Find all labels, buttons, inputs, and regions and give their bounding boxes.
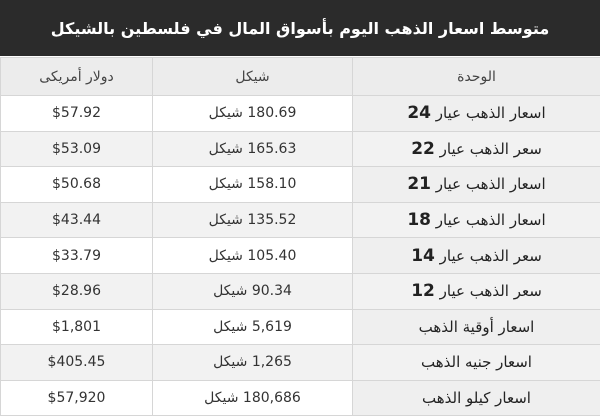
karat-value: 18 [407, 210, 431, 230]
unit-cell: سعر الذهب عيار 22 [353, 131, 600, 167]
usd-cell: $57,920 [1, 380, 153, 416]
table-row: سعر الذهب عيار 14 105.40 شيكل $33.79 [1, 238, 600, 274]
karat-value: 12 [411, 281, 435, 301]
unit-label: سعر الذهب عيار [440, 282, 542, 300]
unit-label: اسعار الذهب عيار [436, 211, 546, 229]
unit-cell: اسعار الذهب عيار 24 [353, 96, 600, 132]
table-row: سعر الذهب عيار 22 165.63 شيكل $53.09 [1, 131, 600, 167]
unit-label: سعر الذهب عيار [440, 247, 542, 265]
usd-cell: $43.44 [1, 202, 153, 238]
header-usd: دولار أمريكى [1, 58, 153, 96]
karat-value: 21 [407, 174, 431, 194]
usd-cell: $53.09 [1, 131, 153, 167]
karat-value: 24 [407, 103, 431, 123]
karat-value: 22 [411, 139, 435, 159]
unit-cell: اسعار أوقية الذهب [353, 309, 600, 345]
shekel-cell: 1,265 شيكل [153, 345, 353, 381]
table-row: اسعار جنيه الذهب 1,265 شيكل $405.45 [1, 345, 600, 381]
table-row: اسعار الذهب عيار 21 158.10 شيكل $50.68 [1, 167, 600, 203]
table-row: اسعار كيلو الذهب 180,686 شيكل $57,920 [1, 380, 600, 416]
shekel-cell: 5,619 شيكل [153, 309, 353, 345]
karat-value: 14 [411, 246, 435, 266]
usd-cell: $28.96 [1, 273, 153, 309]
table-row: اسعار الذهب عيار 24 180.69 شيكل $57.92 [1, 96, 600, 132]
usd-cell: $1,801 [1, 309, 153, 345]
usd-cell: $57.92 [1, 96, 153, 132]
shekel-cell: 180.69 شيكل [153, 96, 353, 132]
gold-prices-table: الوحدة شيكل دولار أمريكى اسعار الذهب عيا… [0, 57, 600, 416]
shekel-cell: 90.34 شيكل [153, 273, 353, 309]
table-row: اسعار الذهب عيار 18 135.52 شيكل $43.44 [1, 202, 600, 238]
unit-cell: اسعار جنيه الذهب [353, 345, 600, 381]
header-row: الوحدة شيكل دولار أمريكى [1, 58, 600, 96]
shekel-cell: 135.52 شيكل [153, 202, 353, 238]
unit-label: اسعار جنيه الذهب [421, 353, 532, 371]
shekel-cell: 180,686 شيكل [153, 380, 353, 416]
table-title: متوسط اسعار الذهب اليوم بأسواق المال في … [0, 0, 600, 57]
shekel-cell: 105.40 شيكل [153, 238, 353, 274]
unit-label: اسعار الذهب عيار [436, 175, 546, 193]
header-shekel: شيكل [153, 58, 353, 96]
unit-label: سعر الذهب عيار [440, 140, 542, 158]
header-unit: الوحدة [353, 58, 600, 96]
unit-cell: اسعار الذهب عيار 21 [353, 167, 600, 203]
usd-cell: $50.68 [1, 167, 153, 203]
shekel-cell: 158.10 شيكل [153, 167, 353, 203]
unit-label: اسعار الذهب عيار [436, 104, 546, 122]
usd-cell: $33.79 [1, 238, 153, 274]
table-row: سعر الذهب عيار 12 90.34 شيكل $28.96 [1, 273, 600, 309]
unit-label: اسعار كيلو الذهب [422, 389, 531, 407]
unit-cell: اسعار الذهب عيار 18 [353, 202, 600, 238]
shekel-cell: 165.63 شيكل [153, 131, 353, 167]
usd-cell: $405.45 [1, 345, 153, 381]
unit-cell: اسعار كيلو الذهب [353, 380, 600, 416]
unit-label: اسعار أوقية الذهب [419, 318, 535, 336]
table-row: اسعار أوقية الذهب 5,619 شيكل $1,801 [1, 309, 600, 345]
unit-cell: سعر الذهب عيار 12 [353, 273, 600, 309]
unit-cell: سعر الذهب عيار 14 [353, 238, 600, 274]
